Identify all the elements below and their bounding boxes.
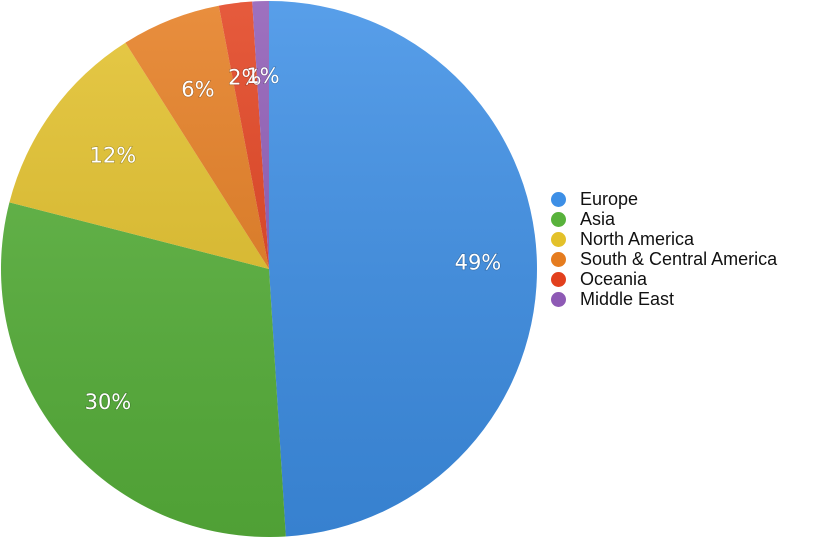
slice-label-south-and-central-america: 6%	[181, 78, 214, 102]
legend-item-north-america: North America	[551, 229, 777, 249]
legend-swatch	[551, 231, 566, 247]
slice-label-north-america: 12%	[90, 144, 137, 168]
legend-swatch	[551, 271, 566, 287]
slice-label-middle-east: 1%	[246, 64, 279, 88]
legend-swatch	[551, 251, 566, 267]
legend-label: Middle East	[580, 288, 675, 309]
legend-label: Asia	[580, 208, 616, 229]
legend: Europe Asia North America South & Central A…	[551, 189, 777, 309]
slice-label-europe: 49%	[455, 250, 502, 274]
legend-item-oceania: Oceania	[551, 269, 777, 289]
slice-label-asia: 30%	[85, 390, 132, 414]
legend-item-south-and-central-america: South & Central America	[551, 249, 777, 269]
legend-item-middle-east: Middle East	[551, 289, 777, 309]
pie-shading	[1, 1, 537, 537]
legend-item-asia: Asia	[551, 209, 777, 229]
legend-swatch	[551, 291, 566, 307]
legend-label: Europe	[580, 188, 639, 209]
legend-label: North America	[580, 228, 695, 249]
slice-label-oceania: 2%	[228, 66, 261, 90]
legend-swatch	[551, 211, 566, 227]
legend-item-europe: Europe	[551, 189, 777, 209]
legend-swatch	[551, 191, 566, 207]
legend-label: Oceania	[580, 268, 648, 289]
legend-label: South & Central America	[580, 248, 778, 269]
